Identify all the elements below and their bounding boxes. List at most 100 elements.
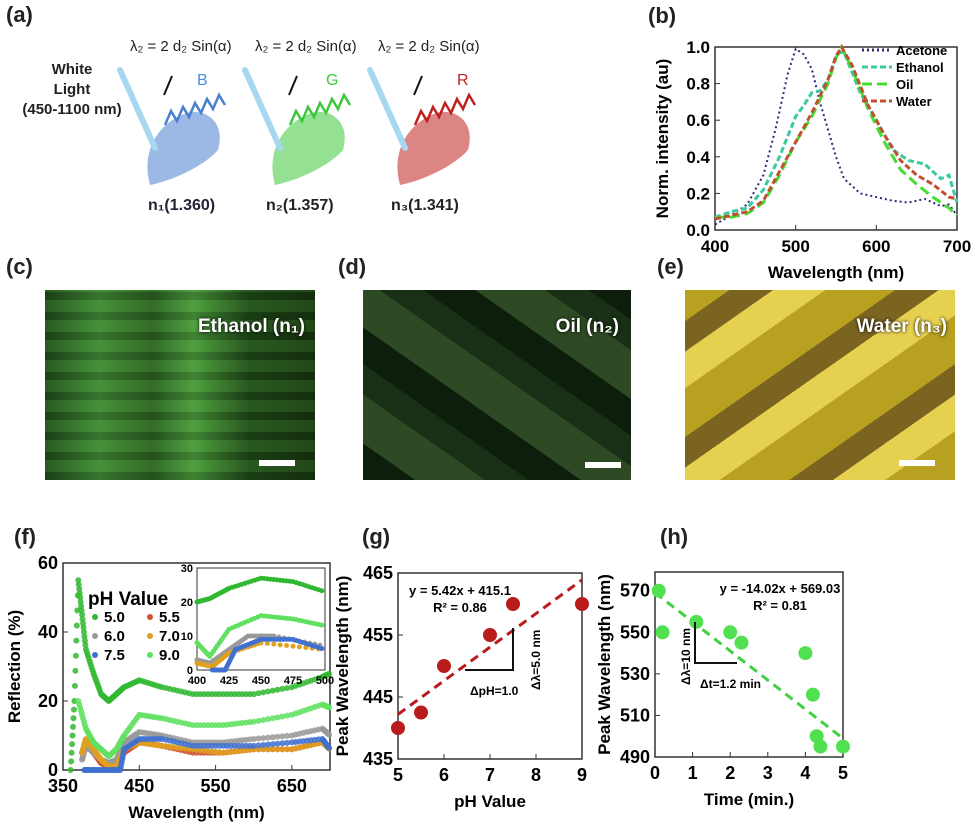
x-tick-label: 500 [781, 237, 809, 256]
y-axis-label: Peak Wavelength (nm) [595, 574, 614, 755]
photo-label-oil: Oil (n₂) [555, 316, 619, 337]
scale-bar [585, 462, 621, 468]
y-tick-label: 0.6 [686, 111, 710, 130]
inset-point [296, 644, 302, 650]
legend-label: 9.0 [159, 647, 180, 664]
photo-label-ethanol: Ethanol (n₁) [197, 316, 305, 337]
y-tick-label: 490 [620, 747, 650, 767]
plot-frame [397, 572, 583, 760]
x-tick-label: 7 [485, 765, 495, 785]
legend-label: Ethanol [896, 60, 944, 75]
trend-line [397, 578, 583, 716]
y-tick-label: 435 [363, 749, 393, 769]
data-point [69, 732, 76, 739]
y-tick-label: 530 [620, 664, 650, 684]
inset-x-tick-label: 425 [220, 675, 238, 687]
data-point [813, 739, 828, 754]
y-tick-label: 0.8 [686, 75, 710, 94]
micrograph-oil: Oil (n₂) [363, 290, 631, 480]
data-point [265, 746, 272, 753]
spacing-arrow-icon [163, 75, 173, 96]
inset-y-tick-label: 0 [187, 665, 193, 677]
legend-title: pH Value [88, 589, 168, 610]
legend-label: Acetone [896, 43, 947, 58]
data-point [70, 723, 77, 730]
white-light-label: White Light (450-1100 nm) [22, 60, 122, 120]
data-point [279, 733, 286, 740]
x-tick-label: 650 [277, 776, 307, 796]
data-point [836, 739, 850, 754]
data-point [250, 718, 257, 725]
y-tick-label: 60 [38, 553, 58, 573]
plot-frame [62, 562, 331, 771]
micrograph-ethanol: Ethanol (n₁) [45, 290, 315, 480]
plot-frame [654, 571, 844, 758]
data-point [651, 583, 666, 598]
data-point [798, 646, 813, 661]
x-tick-label: 1 [688, 763, 698, 783]
color-letter-r: R [457, 72, 469, 89]
inset-point [264, 640, 270, 646]
bragg-equation: λ₂ = 2 d₂ Sin(α) [378, 38, 480, 55]
x-tick-label: 600 [862, 237, 890, 256]
data-point [72, 652, 79, 659]
data-point [265, 741, 272, 748]
panel-label-a: (a) [6, 2, 33, 27]
refractive-index-2: n₂(1.357) [266, 197, 334, 214]
bragg-equation: λ₂ = 2 d₂ Sin(α) [255, 38, 357, 55]
data-point [284, 739, 291, 746]
y-tick-label: 510 [620, 705, 650, 725]
y-axis-label: Peak Wavelength (nm) [333, 576, 352, 757]
data-point [260, 741, 267, 748]
data-point [414, 705, 428, 720]
legend-marker [147, 614, 153, 620]
color-letter-g: G [326, 72, 339, 89]
fit-equation: y = -14.02x + 569.03 [720, 581, 841, 596]
panel-label-f: (f) [14, 524, 36, 549]
data-point [72, 667, 79, 674]
data-point [284, 685, 291, 692]
data-point [284, 712, 291, 719]
x-tick-label: 2 [725, 763, 735, 783]
y-tick-label: 1.0 [686, 38, 710, 57]
data-point [279, 685, 286, 692]
x-tick-label: 3 [763, 763, 773, 783]
data-point [269, 734, 276, 741]
photo-label-water: Water (n₃) [856, 316, 947, 337]
reflected-wave-icon [413, 92, 477, 126]
y-tick-label: 0.0 [686, 221, 710, 240]
data-point [689, 614, 704, 629]
x-axis-label: pH Value [454, 792, 526, 811]
wing-illustrations [117, 67, 477, 185]
delta-y-label: Δλ=10 nm [679, 628, 693, 685]
legend-label: 5.0 [104, 609, 125, 626]
data-point [255, 735, 262, 742]
data-point [255, 742, 262, 749]
delta-arrow-icon [694, 622, 737, 664]
inset-point [290, 643, 296, 649]
fit-equation: y = 5.42x + 415.1 [409, 583, 511, 598]
chart-f: 350 450 550 650 0 20 40 60 Wavelength (nm) Reflec… [5, 553, 334, 822]
data-point [483, 628, 497, 642]
legend-label: Oil [896, 77, 913, 92]
spacing-arrow-icon [288, 75, 298, 96]
plot-frame [714, 46, 958, 231]
series-line-water [714, 44, 958, 221]
chart-b: 400 500 600 700 0.0 0.2 0.4 0.6 0.8 1.0 Wavelength… [653, 38, 971, 282]
light-label-line: (450-1100 nm) [22, 101, 122, 118]
data-point [575, 597, 589, 611]
x-tick-label: 5 [393, 765, 403, 785]
y-tick-label: 0 [48, 760, 58, 780]
y-tick-label: 570 [620, 581, 650, 601]
panel-label-h: (h) [660, 524, 689, 549]
delta-x-label: Δt=1.2 min [700, 677, 761, 691]
x-axis-label: Time (min.) [704, 790, 794, 809]
delta-x-label: ΔpH=1.0 [470, 684, 519, 698]
x-tick-label: 5 [838, 763, 848, 783]
data-point [284, 732, 291, 739]
legend-label: 7.5 [104, 647, 125, 664]
legend-marker [92, 652, 98, 658]
data-point [734, 635, 749, 650]
series-line-oil [715, 43, 959, 219]
inset-point [319, 622, 325, 628]
